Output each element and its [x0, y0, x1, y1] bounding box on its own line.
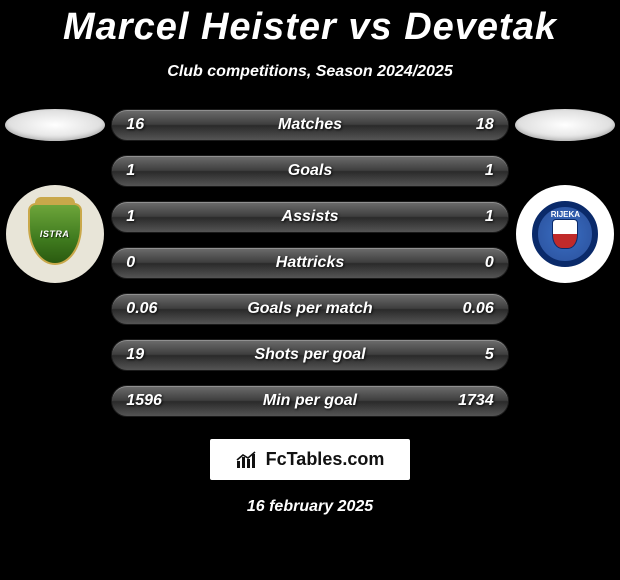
stat-row-hattricks: 0 Hattricks 0 — [111, 247, 508, 279]
stat-left-value: 16 — [126, 116, 170, 134]
right-shield-inner-icon — [552, 219, 578, 249]
left-crest-label: ISTRA — [40, 229, 70, 239]
stat-row-shots-per-goal: 19 Shots per goal 5 — [111, 339, 508, 371]
stat-right-value: 1 — [450, 162, 494, 180]
stat-left-value: 1596 — [126, 392, 170, 410]
stat-row-goals: 1 Goals 1 — [111, 155, 508, 187]
stat-label: Assists — [170, 208, 449, 226]
stat-label: Goals per match — [170, 300, 449, 318]
stat-left-value: 0 — [126, 254, 170, 272]
right-crest-label: RIJEKA — [551, 210, 580, 219]
right-column: RIJEKA — [511, 109, 620, 283]
stat-right-value: 5 — [450, 346, 494, 364]
stat-label: Matches — [170, 116, 449, 134]
left-shield-icon: ISTRA — [28, 203, 82, 265]
comparison-subtitle: Club competitions, Season 2024/2025 — [167, 63, 452, 81]
comparison-card: Marcel Heister vs Devetak Club competiti… — [0, 0, 620, 580]
stat-right-value: 0.06 — [450, 300, 494, 318]
left-club-crest: ISTRA — [6, 185, 104, 283]
stat-left-value: 1 — [126, 208, 170, 226]
stat-row-matches: 16 Matches 18 — [111, 109, 508, 141]
main-row: ISTRA 16 Matches 18 1 Goals 1 1 Assists … — [0, 109, 620, 417]
stat-label: Goals — [170, 162, 449, 180]
stat-left-value: 0.06 — [126, 300, 170, 318]
stat-row-goals-per-match: 0.06 Goals per match 0.06 — [111, 293, 508, 325]
stat-right-value: 1734 — [450, 392, 494, 410]
stats-column: 16 Matches 18 1 Goals 1 1 Assists 1 0 Ha… — [111, 109, 508, 417]
brand-text: FcTables.com — [266, 449, 385, 470]
left-column: ISTRA — [0, 109, 109, 283]
brand-badge: FcTables.com — [210, 439, 411, 480]
stat-label: Hattricks — [170, 254, 449, 272]
stat-label: Shots per goal — [170, 346, 449, 364]
stat-row-assists: 1 Assists 1 — [111, 201, 508, 233]
right-shield-icon: RIJEKA — [532, 201, 598, 267]
stat-label: Min per goal — [170, 392, 449, 410]
stat-right-value: 18 — [450, 116, 494, 134]
right-club-crest: RIJEKA — [516, 185, 614, 283]
stat-left-value: 19 — [126, 346, 170, 364]
stat-right-value: 0 — [450, 254, 494, 272]
comparison-title: Marcel Heister vs Devetak — [63, 6, 557, 49]
brand-chart-icon — [236, 451, 258, 469]
left-player-ellipse — [5, 109, 105, 141]
comparison-date: 16 february 2025 — [247, 498, 373, 516]
right-player-ellipse — [515, 109, 615, 141]
stat-left-value: 1 — [126, 162, 170, 180]
stat-right-value: 1 — [450, 208, 494, 226]
stat-row-min-per-goal: 1596 Min per goal 1734 — [111, 385, 508, 417]
